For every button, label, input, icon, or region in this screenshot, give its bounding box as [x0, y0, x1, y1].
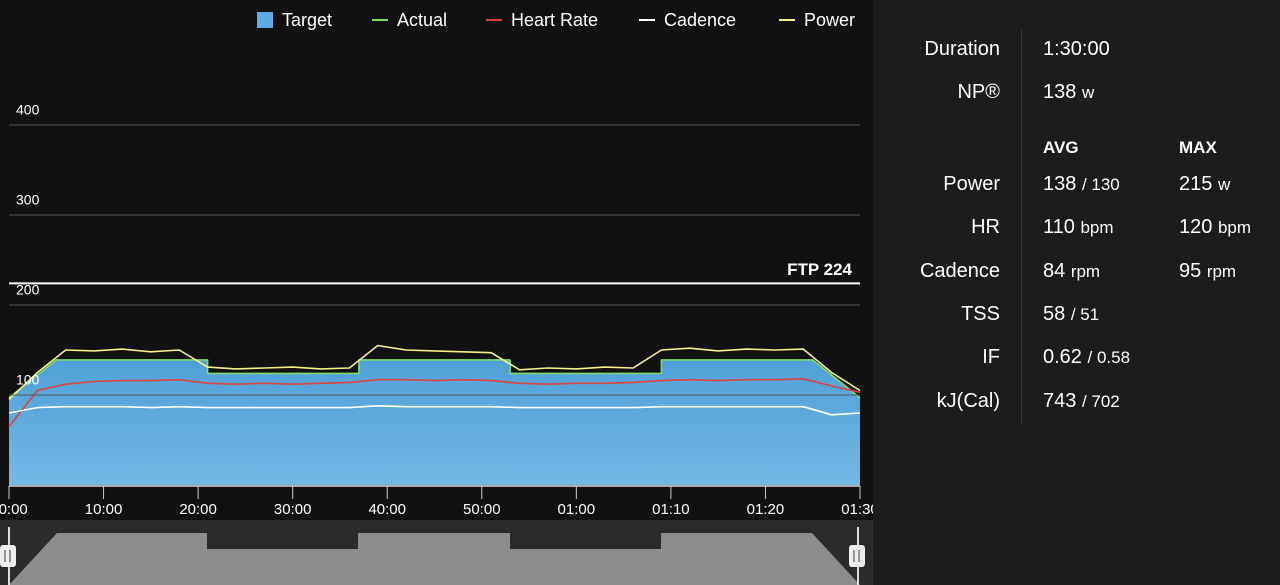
max: 95 rpm	[1179, 259, 1236, 284]
x-tick-label: 01:00	[558, 501, 596, 518]
avg-unit: rpm	[1070, 261, 1101, 281]
stat-label: Power	[943, 173, 1000, 195]
x-tick-label: 30:00	[274, 501, 312, 518]
chart: 100 200 300 400 FTP 224 00:00 10:00 20:00 30:00 4…	[0, 10, 873, 585]
avg-value: 84	[1043, 259, 1066, 282]
y-tick-label: 400	[16, 102, 40, 118]
avg-unit: bpm	[1080, 218, 1114, 238]
stat-label: Cadence	[919, 259, 1000, 282]
max-value: 215	[1179, 173, 1213, 195]
avg-unit: / 0.58	[1087, 348, 1131, 368]
avg-unit: / 702	[1081, 391, 1120, 411]
legend-label: Actual	[397, 10, 447, 30]
y-tick-label: 100	[16, 372, 40, 388]
avg: 0.62 / 0.58	[1043, 345, 1130, 370]
target-area	[9, 359, 860, 485]
max-unit: rpm	[1206, 261, 1237, 281]
np-value: 138	[1043, 81, 1077, 103]
max-value: 120	[1179, 216, 1213, 239]
scrubber-handle-left[interactable]	[0, 545, 16, 567]
stat-value: 1:30:00	[1043, 38, 1110, 60]
legend-label: Power	[804, 10, 855, 30]
series-line	[8, 378, 861, 427]
x-tick-label: 01:10	[652, 501, 690, 518]
scrubber-handle-right[interactable]	[849, 545, 865, 567]
workout-profile	[9, 533, 860, 585]
avg-value: 0.62	[1043, 346, 1082, 369]
max-value: 95	[1179, 259, 1202, 282]
divider	[1021, 30, 1022, 425]
series-line	[8, 405, 861, 416]
stat-label: HR	[971, 216, 1000, 239]
column-header: AVG	[1043, 138, 1079, 157]
max: 215 w	[1179, 172, 1230, 197]
stats-panel: Duration 1:30:00 NP® 138 w AVG MAX Power 138 / …	[873, 0, 1280, 585]
chart-panel: 100 200 300 400 FTP 224 00:00 10:00 20:00 30:00 4…	[0, 0, 873, 585]
column-header: MAX	[1179, 138, 1217, 157]
stat-label: kJ(Cal)	[936, 389, 1000, 412]
np-unit: w	[1081, 83, 1095, 102]
avg-value: 110	[1043, 216, 1075, 239]
x-tick-label: 01:20	[747, 501, 785, 518]
avg-value: 743	[1043, 389, 1077, 412]
y-tick-label: 200	[16, 282, 40, 298]
avg-value: 58	[1043, 302, 1066, 325]
avg-value: 138	[1043, 173, 1077, 195]
stat-label: TSS	[961, 302, 1000, 325]
x-tick-label: 20:00	[179, 501, 217, 518]
legend-label: Target	[282, 10, 332, 30]
legend-label: Cadence	[664, 10, 736, 30]
x-tick-label: 10:00	[85, 501, 123, 518]
x-tick-label: 50:00	[463, 501, 501, 518]
np: 138 w	[1043, 80, 1094, 105]
avg: 84 rpm	[1043, 259, 1100, 284]
max: 120 bpm	[1179, 215, 1251, 240]
legend-label: Heart Rate	[511, 10, 598, 30]
stat-label: IF	[982, 346, 1000, 369]
avg: 138 / 130	[1043, 172, 1120, 197]
x-tick-label: 00:00	[0, 501, 28, 518]
avg: 743 / 702	[1043, 389, 1120, 414]
legend-swatch	[257, 12, 273, 28]
y-tick-label: 300	[16, 192, 40, 208]
stat-label: NP®	[957, 81, 1000, 103]
avg: 110 bpm	[1043, 215, 1114, 240]
series-line	[8, 344, 861, 401]
max-unit: w	[1217, 175, 1231, 194]
avg-unit: / 130	[1081, 175, 1120, 194]
max-unit: bpm	[1217, 218, 1252, 238]
x-tick-label: 01:30	[841, 501, 873, 518]
avg-unit: / 51	[1070, 304, 1100, 324]
series-line	[8, 359, 861, 399]
ftp-label: FTP 224	[787, 260, 852, 279]
stat-label: Duration	[924, 38, 1000, 60]
avg: 58 / 51	[1043, 302, 1099, 327]
x-tick-label: 40:00	[368, 501, 406, 518]
